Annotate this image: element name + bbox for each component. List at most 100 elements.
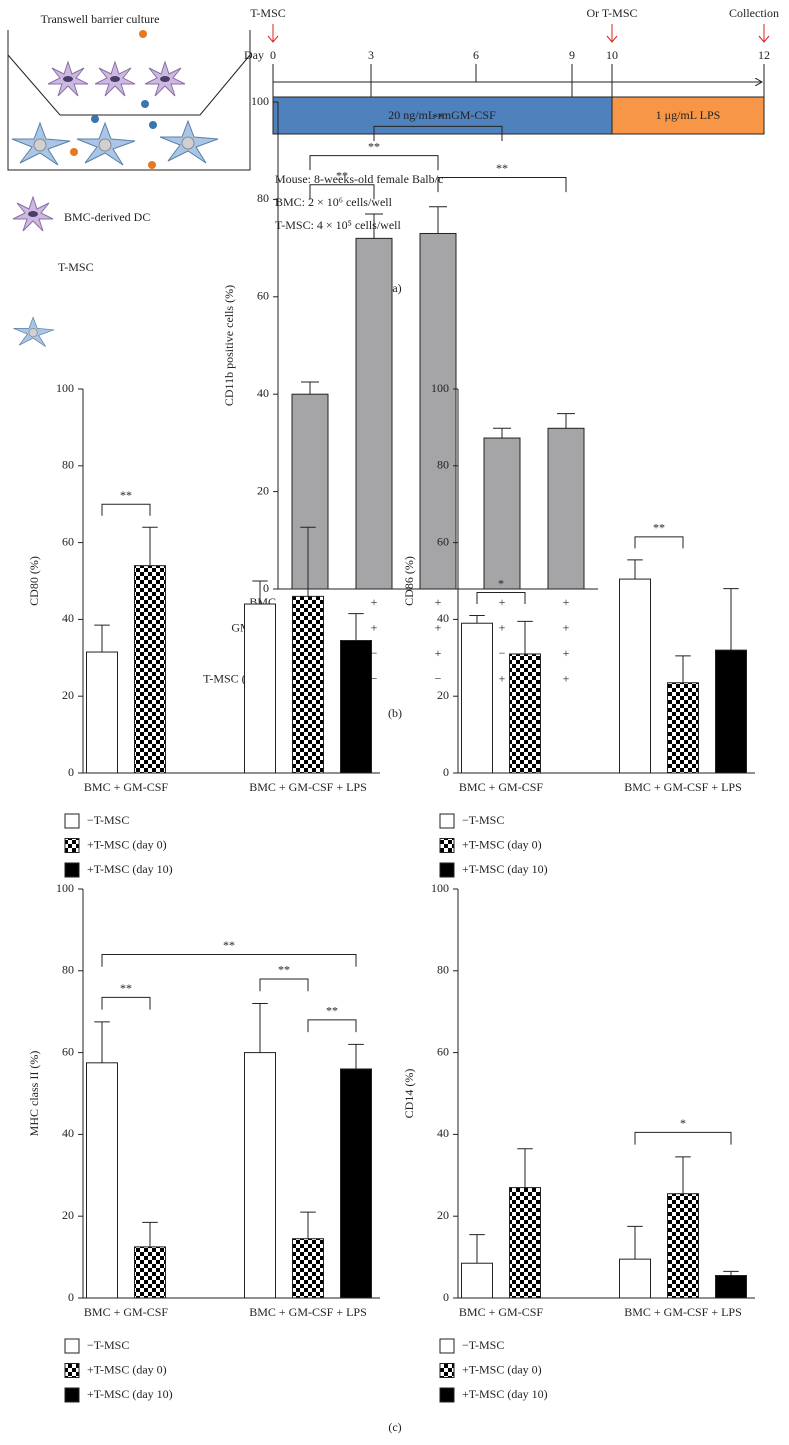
error-bar [723,1270,739,1276]
condition-mark: − [371,646,378,660]
significance-label: * [680,1116,686,1130]
marker-arrow [267,24,279,43]
y-tick-label: 100 [56,381,74,395]
error-bar [557,413,575,429]
error-bar [301,381,319,395]
phase-bar [611,96,765,135]
marker-arrow [758,24,770,43]
panel-label: (c) [388,1420,401,1434]
y-tick-label: 20 [62,1208,74,1222]
bar [461,622,493,774]
y-tick-label: 80 [62,458,74,472]
y-tick-label: 0 [68,765,74,779]
y-tick-label: 60 [62,1044,74,1058]
y-tick-label: 20 [437,1208,449,1222]
condition-mark: + [435,620,442,634]
error-bar [252,580,268,605]
error-bar [723,588,739,651]
phase-label: 20 ng/mL rmGM-CSF [388,108,496,122]
y-tick-label: 40 [257,386,269,400]
bar [509,653,541,774]
category-label: BMC + GM-CSF [84,1305,168,1319]
legend-swatch [439,813,455,829]
y-tick-label: 80 [437,963,449,977]
y-tick-label: 40 [62,1126,74,1140]
y-tick-label: 0 [443,1290,449,1304]
y-tick-label: 20 [437,688,449,702]
legend-swatch [64,838,80,853]
legend-label: T-MSC [58,260,94,274]
category-label: BMC + GM-CSF [459,780,543,794]
condition-mark: + [499,620,506,634]
y-tick-label: 100 [56,881,74,895]
error-bar [142,526,158,566]
significance-label: ** [223,938,235,952]
msc-cell [11,122,71,166]
bar [340,640,372,774]
y-tick-label: 40 [437,611,449,625]
bar [547,427,585,590]
significance-bracket [259,978,309,992]
significance-label: ** [278,963,290,977]
legend-label: +T-MSC (day 0) [87,1362,167,1376]
y-axis-label: CD86 (%) [402,556,416,606]
note: BMC: 2 × 10⁶ cells/well [275,195,393,209]
bar [292,595,324,774]
y-tick-label: 0 [263,581,269,595]
legend-msc-icon [13,316,55,347]
day-label: Day [244,48,264,62]
error-bar [365,213,383,239]
y-tick-label: 80 [437,458,449,472]
significance-bracket [634,1131,732,1145]
significance-label: ** [336,169,348,183]
panel-label: (b) [388,706,402,720]
error-bar [94,624,110,653]
error-bar [627,559,643,580]
dot [149,121,157,129]
condition-mark: − [499,646,506,660]
legend-label: −T-MSC [87,813,129,827]
marker-label: Or T-MSC [586,6,637,20]
y-tick-label: 40 [62,611,74,625]
condition-mark: + [435,646,442,660]
y-tick-label: 60 [257,289,269,303]
condition-mark: + [371,620,378,634]
y-tick-label: 20 [257,483,269,497]
day: 10 [606,48,618,62]
bar [244,1052,276,1299]
y-tick-label: 20 [62,688,74,702]
error-bar [300,1211,316,1239]
bar [292,1238,324,1299]
error-bar [429,206,447,234]
legend-label: +T-MSC (day 10) [87,862,173,876]
bar [244,603,276,774]
y-tick-label: 0 [68,1290,74,1304]
significance-bracket [101,953,357,967]
significance-bracket [373,125,503,141]
bar [461,1262,493,1299]
day: 6 [473,48,479,62]
legend-label: BMC-derived DC [64,210,150,224]
category-label: BMC + GM-CSF + LPS [249,780,367,794]
error-bar [627,1225,643,1260]
well [7,30,251,171]
bar [619,1258,651,1299]
day: 12 [758,48,770,62]
legend-label: +T-MSC (day 10) [462,1387,548,1401]
bar [134,1246,166,1299]
marker-label: T-MSC [250,6,286,20]
significance-label: ** [368,139,380,153]
error-bar [469,615,485,624]
legend-swatch [64,1363,80,1378]
legend-label: +T-MSC (day 0) [462,1362,542,1376]
y-axis-label: CD11b positive cells (%) [222,285,236,406]
legend-swatch [439,1387,455,1403]
significance-bracket [309,184,375,200]
dot [148,161,156,169]
error-bar [493,427,511,439]
msc-cell [159,120,219,164]
marker-arrow [606,24,618,43]
bar [86,651,118,774]
